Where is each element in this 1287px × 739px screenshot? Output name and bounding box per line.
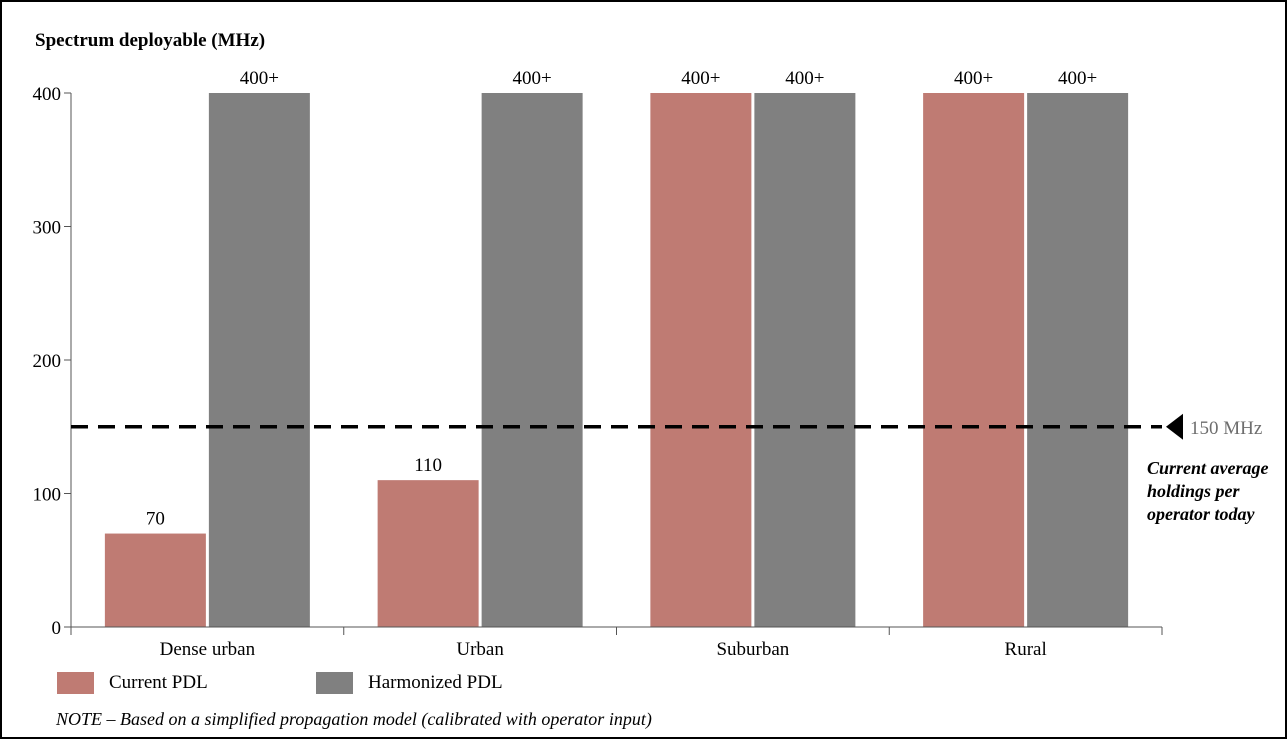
x-tick-label-1: Dense urban xyxy=(160,639,256,660)
x-tick-label-3: Suburban xyxy=(716,639,789,660)
y-tick-label-400: 400 xyxy=(33,84,62,105)
data-label-harmonized-3: 400+ xyxy=(785,68,824,89)
y-tick-label-100: 100 xyxy=(33,485,62,506)
bar-current-1 xyxy=(104,533,206,627)
data-label-harmonized-4: 400+ xyxy=(1058,68,1097,89)
legend-swatch-current-pdl xyxy=(57,672,94,694)
labels-layer: 70 400+ Dense urban 110 400+ Urban 400+ 400+ Sub… xyxy=(33,68,1263,660)
footnote: NOTE – Based on a simplified propagation… xyxy=(56,709,652,729)
bar-harmonized-4 xyxy=(1027,93,1129,627)
data-label-current-1: 70 xyxy=(146,509,165,530)
legend-label-current-pdl: Current PDL xyxy=(109,672,208,693)
reference-line-layer xyxy=(71,413,1183,440)
y-tick-label-0: 0 xyxy=(52,618,62,639)
legend-label-harmonized-pdl: Harmonized PDL xyxy=(368,672,503,693)
data-label-harmonized-1: 400+ xyxy=(240,68,279,89)
bar-current-3 xyxy=(650,93,752,627)
data-label-current-4: 400+ xyxy=(954,68,993,89)
y-tick-label-300: 300 xyxy=(33,218,62,239)
data-label-harmonized-2: 400+ xyxy=(513,68,552,89)
reference-line-note: Current average holdings per operator to… xyxy=(1147,458,1269,524)
axes-layer xyxy=(64,92,1163,635)
legend-swatch-harmonized-pdl xyxy=(316,672,353,694)
x-tick-label-2: Urban xyxy=(456,639,504,660)
reference-arrow-icon xyxy=(1166,413,1183,440)
reference-line-label: 150 MHz xyxy=(1190,418,1262,439)
y-axis-title: Spectrum deployable (MHz) xyxy=(35,30,266,51)
data-label-current-3: 400+ xyxy=(681,68,720,89)
bar-harmonized-1 xyxy=(208,93,310,627)
data-label-current-2: 110 xyxy=(414,455,442,476)
bar-current-2 xyxy=(377,480,479,627)
y-tick-label-200: 200 xyxy=(33,351,62,372)
x-tick-label-4: Rural xyxy=(1005,639,1047,660)
bar-harmonized-2 xyxy=(481,93,583,627)
bar-harmonized-3 xyxy=(754,93,856,627)
bars-layer xyxy=(104,93,1129,627)
bar-current-4 xyxy=(923,93,1025,627)
